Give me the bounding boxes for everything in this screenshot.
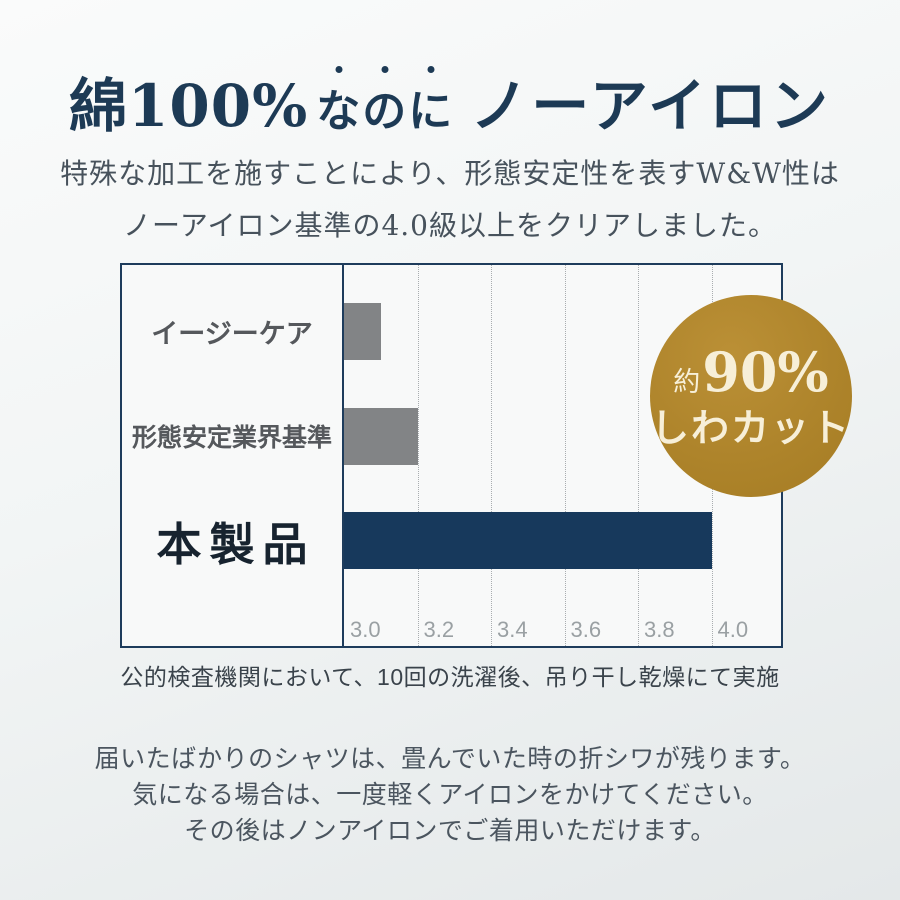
gridline-3.2 (417, 265, 419, 646)
chart-bar-2 (344, 512, 712, 569)
x-tick-label-3.0: 3.0 (350, 617, 381, 642)
title-emphasis-naredots: なのに (316, 86, 454, 137)
emphasis-dot-char: な (316, 75, 362, 139)
badge-percentage-line: 約 90% (673, 345, 828, 399)
badge-approx-prefix: 約 (673, 367, 701, 398)
chart-bar-1 (344, 407, 418, 465)
badge-wrinkle-cut-label: しわカット (650, 405, 851, 450)
title-no-iron: ノーアイロン (470, 72, 831, 141)
x-tick-label-4.0: 4.0 (717, 617, 749, 642)
subtitle-line-2: ノーアイロン基準の4.0級以上をクリアしました。 (122, 209, 777, 242)
category-label-1: 形態安定業界基準 (131, 424, 332, 452)
emphasis-dot-char: の (362, 75, 408, 139)
footer-line-3: その後はノンアイロンでご着用いただけます。 (184, 816, 716, 845)
chart-bar-0 (344, 303, 381, 360)
footer-line-2: 気になる場合は、一度軽くアイロンをかけてください。 (132, 780, 768, 809)
footer-note: 届いたばかりのシャツは、畳んでいた時の折シワが残ります。 気になる場合は、一度軽… (0, 741, 900, 849)
subtitle-line-1: 特殊な加工を施すことにより、形態安定性を表すW&W性は (60, 157, 840, 190)
gridline-3.6 (564, 265, 566, 646)
footer-line-1: 届いたばかりのシャツは、畳んでいた時の折シワが残ります。 (94, 744, 806, 773)
subtitle: 特殊な加工を施すことにより、形態安定性を表すW&W性は ノーアイロン基準の4.0… (0, 148, 900, 252)
page-title: 綿100% なのに ノーアイロン (0, 59, 900, 143)
emphasis-dot-char: に (408, 75, 454, 139)
badge-percentage-value: 90% (702, 340, 829, 404)
category-label-2: 本製品 (156, 518, 316, 571)
x-tick-label-3.8: 3.8 (644, 617, 675, 642)
gridline-3.8 (638, 265, 639, 646)
x-tick-label-3.4: 3.4 (497, 617, 528, 642)
chart-category-labels: イージーケア 形態安定業界基準本製品 (122, 265, 342, 646)
chart-axis-line (342, 265, 344, 646)
category-label-0: イージーケア (151, 319, 313, 349)
title-cotton100: 綿100% (69, 72, 309, 141)
wrinkle-cut-badge: 約 90% しわカット (650, 295, 852, 497)
gridline-3.4 (491, 265, 492, 646)
x-tick-label-3.6: 3.6 (570, 617, 602, 642)
x-tick-label-3.2: 3.2 (423, 617, 455, 642)
chart-footnote: 公的検査機関において、10回の洗濯後、吊り干し乾燥にて実施 (120, 664, 780, 690)
